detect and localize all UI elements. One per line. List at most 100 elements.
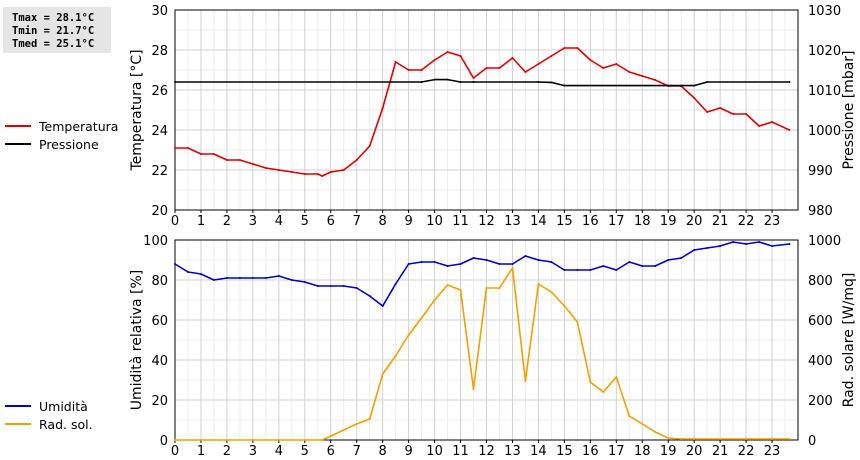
data-point-temperatura <box>355 159 358 161</box>
x-tick-label: 1 <box>197 214 205 229</box>
data-point-rad-sol <box>745 438 748 440</box>
data-point-umidit <box>303 281 306 283</box>
data-point-umidit <box>550 261 553 263</box>
y-right-tick-label: 1030 <box>808 4 841 19</box>
data-point-pressione <box>563 84 566 87</box>
data-point-umidit <box>459 263 462 265</box>
y-left-tick-label: 20 <box>151 394 168 409</box>
data-point-rad-sol <box>394 355 397 357</box>
data-point-umidit <box>628 261 631 263</box>
data-point-umidit <box>187 271 189 273</box>
series-line-rad-sol <box>175 267 790 441</box>
data-point-rad-sol <box>524 380 527 382</box>
data-point-temperatura <box>602 67 605 69</box>
data-point-umidit <box>524 255 527 257</box>
data-point-temperatura <box>498 67 501 69</box>
data-point-rad-sol <box>771 438 773 440</box>
data-point-rad-sol <box>693 438 696 440</box>
data-point-umidit <box>667 259 670 261</box>
data-point-rad-sol <box>719 438 722 440</box>
data-point-temperatura <box>576 47 579 49</box>
data-point-pressione <box>174 81 176 83</box>
data-point-umidit <box>433 261 436 263</box>
tmed-label: Tmed = 25.1°C <box>12 38 95 50</box>
stats-box: Tmax = 28.1°C Tmin = 21.7°C Tmed = 25.1°… <box>3 7 111 53</box>
data-point-temperatura <box>719 107 722 109</box>
data-point-rad-sol <box>407 334 410 336</box>
x-tick-label: 20 <box>686 214 703 229</box>
data-point-temperatura <box>732 113 735 115</box>
data-point-temperatura <box>758 125 761 127</box>
x-tick-label: 11 <box>452 214 469 229</box>
data-point-rad-sol <box>368 418 371 420</box>
x-tick-label: 13 <box>504 214 521 229</box>
x-tick-label: 1 <box>197 444 205 459</box>
data-point-umidit <box>290 279 293 281</box>
data-point-umidit <box>264 277 267 279</box>
data-point-umidit <box>719 245 722 247</box>
series-line-umidit <box>174 241 790 307</box>
x-tick-label: 14 <box>530 444 547 459</box>
x-tick-label: 11 <box>452 444 469 459</box>
data-point-umidit <box>446 265 449 267</box>
data-point-pressione <box>667 84 670 87</box>
humidity-radiation-chart: 0 1 2 3 4 5 6 7 8 9 10 11 12 13 14 15 16 17 18 19 20 21 22 2302… <box>5 234 857 459</box>
x-tick-label: 22 <box>738 444 755 459</box>
x-tick-label: 2 <box>223 444 231 459</box>
data-point-temperatura <box>212 153 215 155</box>
x-tick-label: 10 <box>426 444 443 459</box>
data-point-temperatura <box>420 69 423 71</box>
data-point-umidit <box>381 305 384 307</box>
data-point-umidit <box>693 249 696 251</box>
data-point-umidit <box>420 261 423 263</box>
x-tick-label: 14 <box>530 214 547 229</box>
data-point-umidit <box>511 263 514 265</box>
y-left-tick-label: 20 <box>151 204 168 219</box>
data-point-umidit <box>498 263 501 265</box>
x-tick-label: 9 <box>404 214 412 229</box>
x-tick-label: 8 <box>379 214 387 229</box>
y-left-axis-title: Temperatura [°C] <box>129 49 145 171</box>
data-point-temperatura <box>459 55 462 57</box>
data-point-rad-sol <box>459 289 462 291</box>
data-point-rad-sol <box>641 423 644 425</box>
data-point-temperatura <box>381 107 384 109</box>
data-point-rad-sol <box>342 429 345 431</box>
x-tick-label: 0 <box>171 444 179 459</box>
data-point-temperatura <box>788 129 791 131</box>
x-tick-label: 20 <box>686 444 703 459</box>
data-point-umidit <box>225 277 228 279</box>
x-tick-label: 13 <box>504 444 521 459</box>
x-tick-label: 18 <box>634 214 651 229</box>
data-point-temperatura <box>200 153 202 155</box>
y-left-tick-label: 30 <box>151 4 168 19</box>
data-point-temperatura <box>277 169 280 171</box>
data-point-rad-sol <box>589 381 592 383</box>
data-point-pressione <box>706 81 709 83</box>
data-point-temperatura <box>238 159 241 161</box>
x-tick-label: 19 <box>660 214 677 229</box>
data-point-rad-sol <box>680 438 683 440</box>
y-right-axis-title: Pressione [mbar] <box>841 50 857 169</box>
data-point-umidit <box>680 257 683 259</box>
data-point-temperatura <box>225 159 228 161</box>
data-point-rad-sol <box>174 439 176 441</box>
data-point-temperatura <box>524 71 527 73</box>
x-tick-label: 15 <box>556 214 573 229</box>
data-point-umidit <box>472 257 475 259</box>
x-tick-label: 2 <box>223 214 231 229</box>
data-point-rad-sol <box>446 284 449 286</box>
data-point-rad-sol <box>329 435 332 437</box>
y-right-tick-label: 0 <box>808 434 816 449</box>
y-left-tick-label: 28 <box>151 44 168 59</box>
data-point-temperatura <box>394 61 397 63</box>
x-tick-label: 10 <box>426 214 443 229</box>
x-tick-label: 4 <box>275 444 283 459</box>
data-point-umidit <box>342 285 345 287</box>
y-right-tick-label: 600 <box>808 314 833 329</box>
data-point-temperatura <box>264 167 267 169</box>
y-left-tick-label: 22 <box>151 164 168 179</box>
x-tick-label: 0 <box>171 214 179 229</box>
data-point-umidit <box>277 275 280 277</box>
